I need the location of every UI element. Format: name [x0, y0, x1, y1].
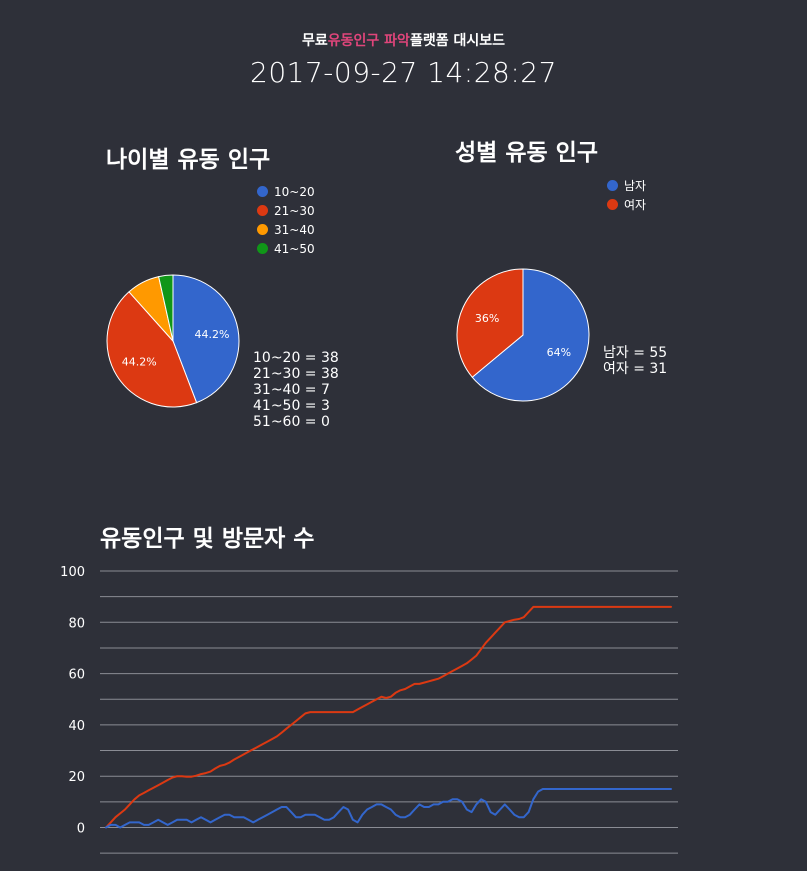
age-legend-label: 31~40 [274, 222, 315, 237]
age-legend-item: 31~40 [257, 220, 315, 239]
y-tick-label: 0 [77, 822, 85, 837]
age-stats: 10~20 = 38 21~30 = 38 31~40 = 7 41~50 = … [253, 350, 339, 430]
gender-legend-label: 남자 [624, 179, 647, 193]
y-tick-label: 100 [60, 565, 85, 580]
age-section-title: 나이별 유동 인구 [106, 147, 271, 173]
y-tick-label: 60 [68, 668, 85, 683]
series-line [105, 605, 672, 829]
gender-legend-item: 남자 [607, 176, 646, 195]
age-stat-line: 31~40 = 7 [253, 382, 330, 398]
title-part2: 플랫폼 대시보드 [409, 33, 505, 49]
pie-slice [172, 274, 240, 404]
legend-dot-icon [257, 224, 268, 235]
age-legend-label: 41~50 [274, 241, 315, 256]
age-stat-line: 41~50 = 3 [253, 398, 330, 414]
title-part1: 무료 [302, 33, 328, 49]
title-highlight: 유동인구 파악 [327, 33, 410, 49]
y-tick-label: 80 [68, 616, 85, 631]
legend-dot-icon [257, 243, 268, 254]
gender-stats: 남자 = 55 여자 = 31 [603, 345, 667, 377]
age-pie-chart: 44.2% 44.2% [106, 274, 240, 408]
gender-stat-line: 여자 = 31 [603, 361, 668, 377]
pie-slice-label: 64% [547, 346, 571, 359]
gender-legend: 남자 여자 [607, 176, 646, 214]
gender-legend-label: 여자 [624, 198, 647, 212]
gender-stat-line: 남자 = 55 [603, 345, 668, 361]
visitor-section-title: 유동인구 및 방문자 수 [100, 526, 315, 552]
legend-dot-icon [607, 180, 618, 191]
age-legend-item: 21~30 [257, 201, 315, 220]
series-line [105, 788, 672, 829]
gender-legend-item: 여자 [607, 195, 646, 214]
y-tick-label: 40 [68, 719, 85, 734]
age-legend: 10~20 21~30 31~40 41~50 [257, 182, 315, 258]
legend-dot-icon [257, 205, 268, 216]
gender-section-title: 성별 유동 인구 [455, 140, 598, 166]
age-stat-line: 21~30 = 38 [253, 366, 339, 382]
age-legend-item: 10~20 [257, 182, 315, 201]
gender-pie-chart: 64% 36% [456, 268, 590, 402]
datetime-display: 2017-09-27 14:28:27 [250, 56, 557, 89]
dashboard-title: 무료유동인구 파악플랫폼 대시보드 [0, 30, 807, 50]
pie-slice [456, 268, 524, 378]
pie-slice [106, 291, 198, 408]
pie-slice-label: 44.2% [122, 356, 157, 369]
pie-slice [471, 268, 590, 402]
age-stat-line: 10~20 = 38 [253, 350, 339, 366]
pie-slice [158, 274, 174, 342]
age-legend-item: 41~50 [257, 239, 315, 258]
pie-slice-label: 44.2% [194, 328, 229, 341]
legend-dot-icon [257, 186, 268, 197]
age-legend-label: 21~30 [274, 203, 315, 218]
legend-dot-icon [607, 199, 618, 210]
y-tick-label: 20 [68, 770, 85, 785]
age-legend-label: 10~20 [274, 184, 315, 199]
pie-slice-label: 36% [475, 312, 499, 325]
visitor-line-chart: 100 80 60 40 20 0 [60, 565, 678, 854]
age-stat-line: 51~60 = 0 [253, 414, 330, 430]
